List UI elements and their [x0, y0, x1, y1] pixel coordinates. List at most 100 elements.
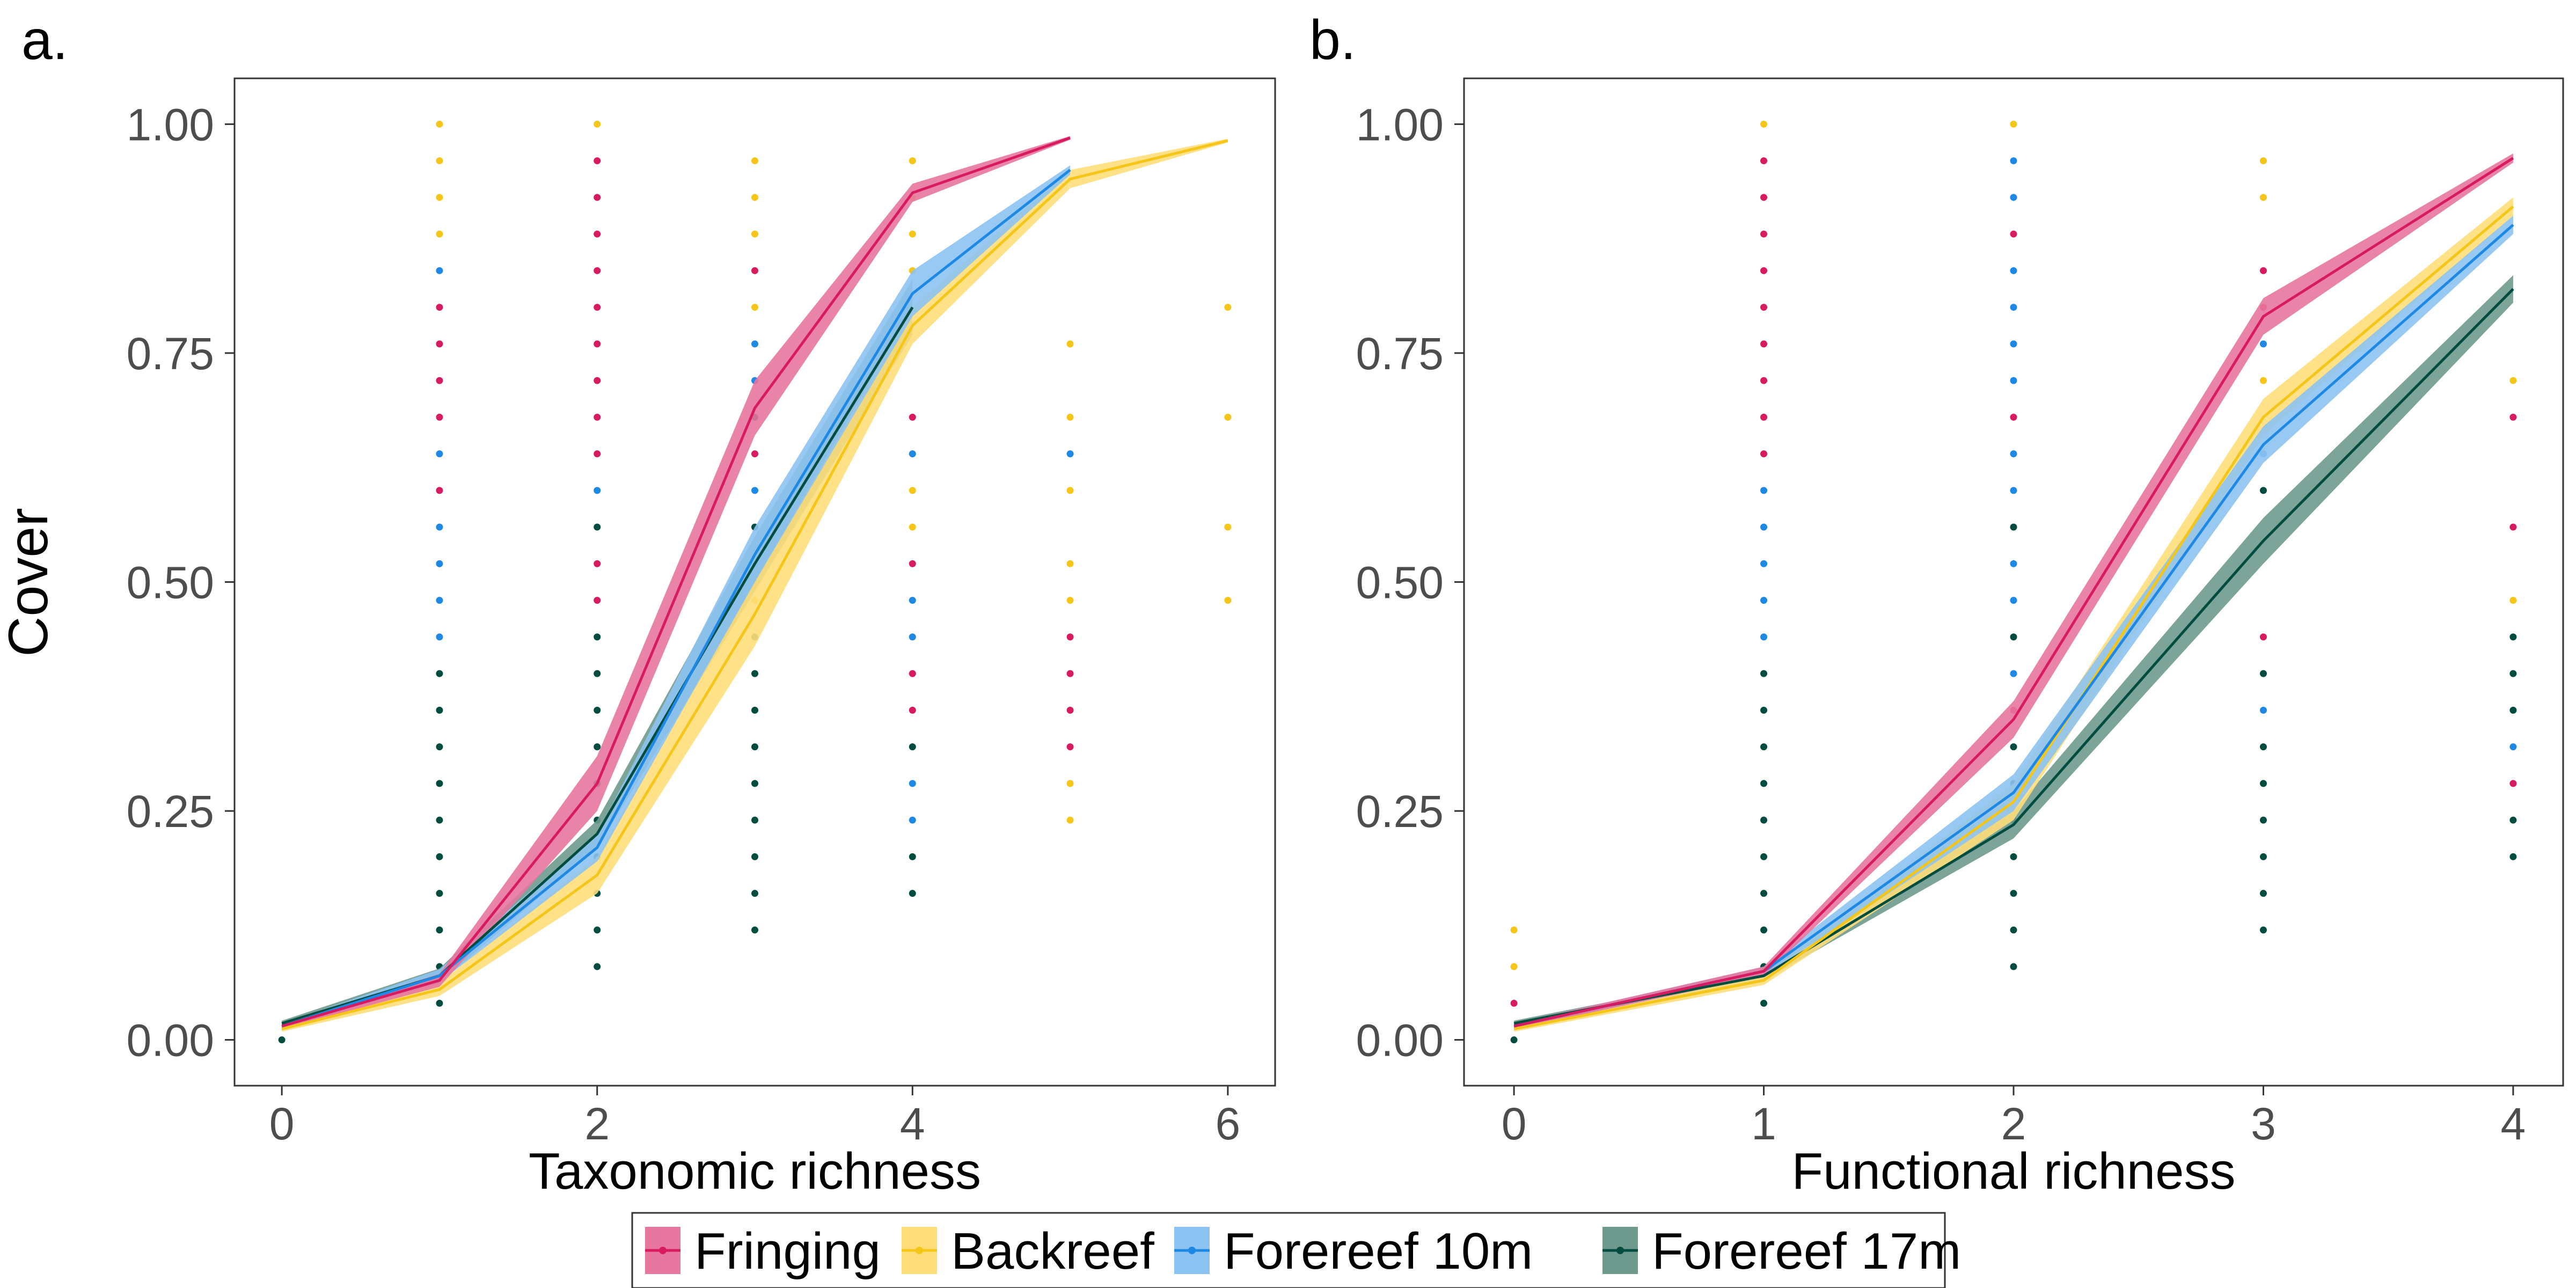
legend: Fringing Backreef Forereef 10m Forereef 17m: [631, 1212, 1961, 1288]
point-forereef10: [436, 267, 443, 274]
point-fringing: [909, 413, 916, 421]
panel-functional: b. 0 1 2 3 4 0.00 0.25 0.50 0.75 1.00 Functional ri…: [1309, 9, 2564, 1200]
ribbon-fringing: [282, 136, 1071, 1029]
legend-key-point: [1188, 1247, 1196, 1254]
point-fringing: [594, 340, 601, 348]
point-fringing: [1760, 267, 1768, 274]
point-fringing: [436, 377, 443, 384]
point-fringing: [1760, 230, 1768, 238]
point-fringing: [594, 597, 601, 604]
point-forereef17: [594, 633, 601, 641]
point-backreef: [909, 523, 916, 531]
point-forereef17: [594, 926, 601, 934]
point-backreef: [436, 194, 443, 201]
point-backreef: [1510, 926, 1518, 934]
point-forereef17: [909, 743, 916, 751]
point-fringing: [594, 230, 601, 238]
point-forereef17: [436, 890, 443, 897]
point-forereef17: [436, 670, 443, 677]
point-forereef17: [436, 780, 443, 787]
point-forereef17: [436, 816, 443, 824]
point-backreef: [909, 157, 916, 165]
point-backreef: [1224, 413, 1232, 421]
point-forereef10: [909, 597, 916, 604]
point-forereef17: [2010, 743, 2017, 751]
point-forereef10: [1760, 487, 1768, 494]
y-tick-label: 0.25: [1356, 786, 1444, 837]
point-backreef: [1224, 523, 1232, 531]
point-fringing: [751, 450, 758, 458]
point-forereef17: [436, 743, 443, 751]
y-tick-label: 0.00: [127, 1015, 215, 1066]
point-forereef17: [751, 670, 758, 677]
point-forereef10: [2010, 377, 2017, 384]
point-forereef10: [909, 780, 916, 787]
point-fringing: [1760, 450, 1768, 458]
y-tick-label: 0.00: [1356, 1015, 1444, 1066]
legend-label-forereef17: Forereef 17m: [1652, 1223, 1961, 1280]
point-backreef: [1066, 487, 1074, 494]
x-axis-label: Taxonomic richness: [529, 1143, 981, 1200]
x-tick-label: 6: [1216, 1099, 1241, 1149]
point-fringing: [2509, 523, 2517, 531]
legend-label-backreef: Backreef: [951, 1223, 1154, 1280]
point-forereef17: [278, 1036, 286, 1044]
point-fringing: [1066, 706, 1074, 714]
line-forereef17: [1513, 288, 2514, 1025]
point-forereef17: [436, 999, 443, 1007]
point-fringing: [1760, 413, 1768, 421]
x-tick-label: 2: [584, 1099, 610, 1149]
legend-key-point: [1616, 1247, 1624, 1254]
point-forereef17: [2010, 963, 2017, 970]
point-backreef: [1224, 304, 1232, 311]
point-forereef10: [2010, 597, 2017, 604]
y-axis-label: Cover: [0, 508, 60, 656]
point-forereef17: [1760, 890, 1768, 897]
panel-label: a.: [21, 9, 68, 71]
point-forereef10: [1760, 597, 1768, 604]
x-axis-label: Functional richness: [1791, 1143, 2235, 1200]
point-forereef10: [1760, 560, 1768, 567]
point-forereef17: [2259, 743, 2267, 751]
point-forereef17: [594, 670, 601, 677]
point-fringing: [909, 560, 916, 567]
point-backreef: [436, 230, 443, 238]
point-forereef17: [1760, 816, 1768, 824]
point-forereef17: [2509, 670, 2517, 677]
point-forereef17: [751, 706, 758, 714]
point-fringing: [594, 450, 601, 458]
point-forereef10: [2259, 706, 2267, 714]
point-backreef: [1760, 120, 1768, 128]
legend-label-forereef10: Forereef 10m: [1224, 1223, 1533, 1280]
x-tick-label: 4: [2501, 1099, 2526, 1149]
point-backreef: [1510, 963, 1518, 970]
point-backreef: [436, 120, 443, 128]
point-fringing: [909, 706, 916, 714]
point-backreef: [2509, 597, 2517, 604]
point-forereef17: [436, 926, 443, 934]
point-backreef: [909, 487, 916, 494]
y-tick-label: 1.00: [1356, 99, 1444, 150]
point-forereef10: [2010, 340, 2017, 348]
point-forereef10: [909, 450, 916, 458]
ribbon-backreef: [282, 138, 1228, 1032]
point-forereef17: [2259, 853, 2267, 860]
point-fringing: [436, 413, 443, 421]
point-backreef: [2259, 194, 2267, 201]
point-forereef17: [2259, 890, 2267, 897]
point-fringing: [2509, 413, 2517, 421]
point-forereef17: [594, 523, 601, 531]
point-fringing: [436, 487, 443, 494]
point-fringing: [1510, 999, 1518, 1007]
point-forereef17: [594, 743, 601, 751]
point-fringing: [909, 670, 916, 677]
point-forereef17: [594, 963, 601, 970]
point-forereef10: [436, 633, 443, 641]
point-backreef: [1066, 780, 1074, 787]
point-backreef: [751, 230, 758, 238]
point-backreef: [2509, 377, 2517, 384]
point-fringing: [1760, 340, 1768, 348]
point-forereef17: [751, 816, 758, 824]
point-fringing: [2010, 413, 2017, 421]
